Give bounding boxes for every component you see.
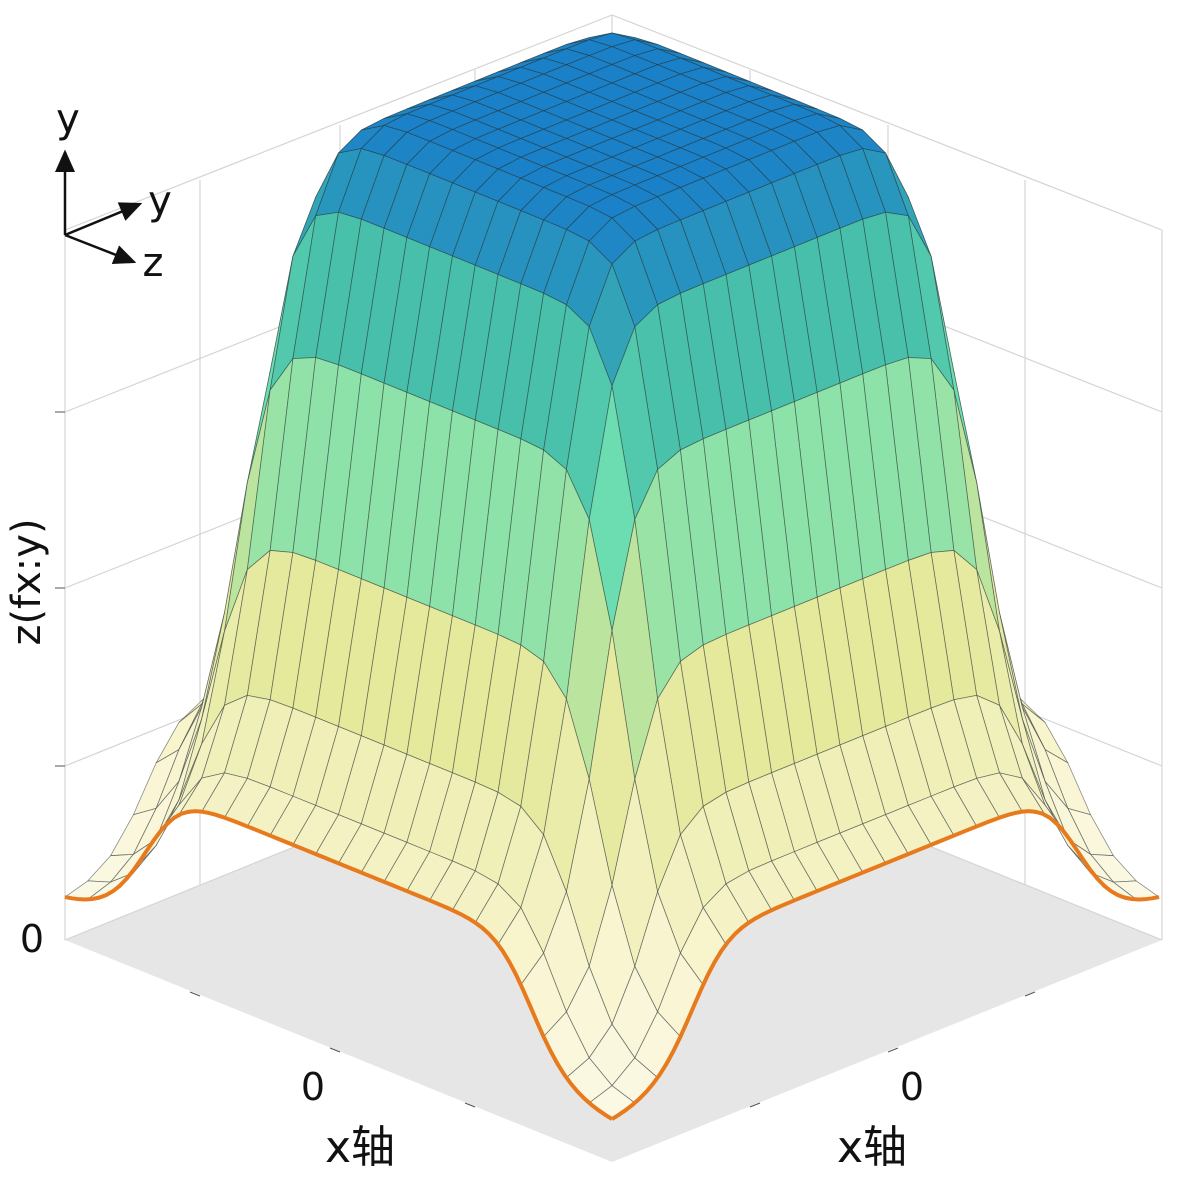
triad-label: y [148,178,172,224]
surface-edge [64,809,614,1121]
x-tick [1024,991,1036,997]
x-tick [464,1102,476,1108]
z-tick-label: 0 [20,917,44,961]
surface [64,32,1160,1121]
x-tick [887,1047,899,1053]
x-tick [189,991,201,997]
z-axis-label: z(fx:y) [4,518,50,645]
triad-label: z [143,240,164,286]
x-axis-label: x轴 [325,1122,395,1173]
axis-triad [55,149,143,265]
x-tick [329,1047,341,1053]
surface-edge [610,809,1160,1121]
x-tick-label: 0 [301,1065,325,1109]
wall-edge [64,14,613,231]
x-axis-label: x轴 [837,1122,907,1173]
triad-label: y [56,96,80,142]
triad-arrow [64,233,137,265]
triad-arrow [64,202,143,237]
x-tick-label: 0 [900,1065,924,1109]
wall-edge [611,14,1163,231]
x-tick [749,1102,761,1108]
